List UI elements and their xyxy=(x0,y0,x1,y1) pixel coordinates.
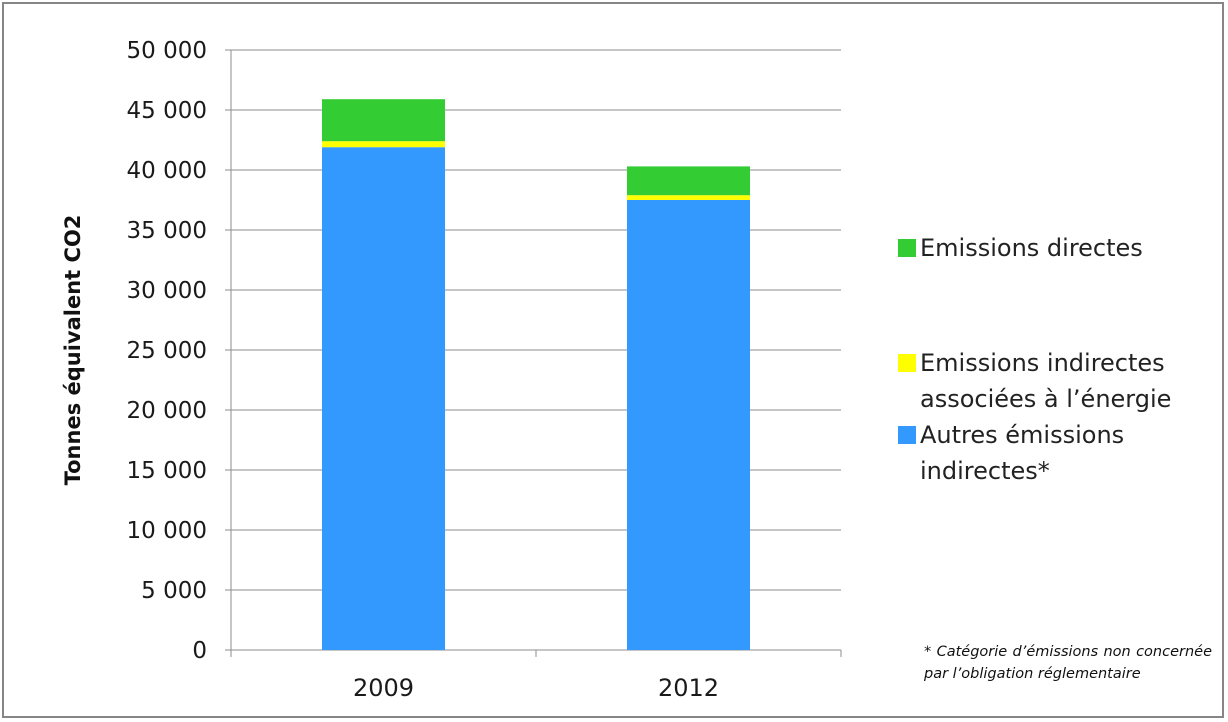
footnote: * Catégorie d’émissions non concernée pa… xyxy=(924,644,1212,682)
y-tick-label: 50 000 xyxy=(127,38,207,64)
x-tick-label: 2009 xyxy=(353,674,414,702)
y-tick-label: 35 000 xyxy=(127,218,207,244)
legend-label: Emissions indirectes xyxy=(920,349,1165,377)
legend-label: associées à l’énergie xyxy=(920,385,1171,413)
legend-label: Emissions directes xyxy=(920,234,1143,262)
y-tick-label: 30 000 xyxy=(127,278,207,304)
bar-segment xyxy=(627,166,750,196)
x-tick-label: 2012 xyxy=(658,674,719,702)
y-tick-label: 0 xyxy=(192,638,207,664)
y-tick-label: 10 000 xyxy=(127,518,207,544)
y-tick-label: 40 000 xyxy=(127,158,207,184)
bar-segment xyxy=(322,99,445,142)
y-tick-label: 15 000 xyxy=(127,458,207,484)
legend-label: indirectes* xyxy=(920,457,1050,485)
y-tick-label: 45 000 xyxy=(127,98,207,124)
y-tick-label: 25 000 xyxy=(127,338,207,364)
bar-segment xyxy=(322,147,445,650)
bar-segment xyxy=(627,195,750,200)
legend-swatch xyxy=(898,426,916,444)
y-tick-label: 5 000 xyxy=(141,578,207,604)
y-axis-title: Tonnes équivalent CO2 xyxy=(61,215,85,486)
y-tick-label: 20 000 xyxy=(127,398,207,424)
bar-segment xyxy=(627,200,750,650)
legend-swatch xyxy=(898,354,916,372)
bar-segment xyxy=(322,141,445,148)
legend-swatch xyxy=(898,239,916,257)
legend-label: Autres émissions xyxy=(920,421,1124,449)
